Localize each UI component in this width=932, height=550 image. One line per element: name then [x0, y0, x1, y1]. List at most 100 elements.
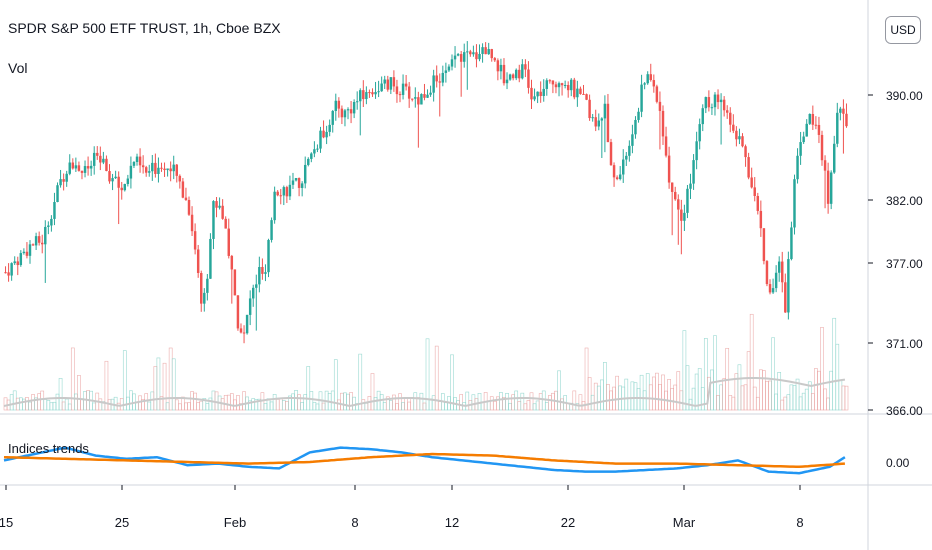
candle-body	[303, 164, 307, 184]
volume-bar	[532, 403, 537, 411]
candle-body	[820, 134, 824, 161]
time-axis-tick: 25	[115, 515, 129, 530]
volume-bar	[162, 362, 167, 411]
candle-body	[206, 278, 209, 293]
candle-body	[508, 74, 512, 80]
volume-bar	[557, 370, 561, 411]
candle-body	[386, 79, 390, 90]
candle-body	[374, 92, 377, 95]
volume-bar	[780, 399, 785, 411]
candle-body	[487, 49, 490, 55]
time-axis-tick: 22	[561, 515, 575, 530]
candle-body	[105, 158, 108, 172]
volume-bar	[584, 347, 589, 411]
candle-body	[829, 172, 833, 204]
volume-bar	[333, 359, 338, 411]
candle-body	[22, 251, 26, 254]
candle-body	[435, 75, 438, 82]
candle-body	[814, 124, 818, 126]
volume-bar	[541, 390, 546, 411]
candle-body	[450, 59, 454, 67]
volume-bar	[122, 350, 127, 411]
candle-body	[542, 88, 545, 97]
candle-body	[31, 244, 35, 246]
volume-bar	[104, 360, 109, 411]
candle-body	[670, 182, 674, 192]
candle-body	[533, 96, 536, 100]
candle-body	[420, 94, 423, 105]
candle-body	[47, 225, 50, 227]
candle-body	[582, 93, 585, 95]
candle-body	[570, 79, 573, 91]
candle-body	[579, 88, 582, 94]
volume-bar	[425, 338, 430, 411]
candle-body	[86, 166, 90, 169]
candle-body	[316, 148, 319, 150]
volume-bar	[572, 390, 577, 411]
candle-body	[288, 184, 292, 197]
candle-body	[833, 143, 836, 173]
volume-bar	[410, 397, 415, 411]
volume-bar	[505, 392, 509, 411]
candle-body	[753, 187, 756, 196]
candle-body	[680, 209, 683, 221]
candle-body	[190, 214, 194, 232]
candle-body	[563, 84, 567, 86]
candle-body	[138, 156, 142, 166]
volume-bar	[150, 391, 155, 411]
candle-body	[622, 159, 625, 175]
volume-bar	[655, 372, 659, 411]
volume-bar	[489, 396, 494, 411]
candle-body	[548, 80, 552, 82]
volume-bar	[165, 402, 170, 411]
volume-bar	[398, 393, 402, 411]
volume-bar	[596, 385, 601, 411]
volume-bar	[58, 378, 63, 411]
volume-bar	[52, 401, 57, 411]
candle-body	[557, 83, 561, 88]
price-axis-tick: 371.00	[886, 337, 923, 351]
volume-bar	[178, 403, 182, 411]
volume-bar	[759, 369, 763, 411]
candle-body	[493, 58, 497, 61]
candle-body	[291, 180, 295, 185]
candle-body	[89, 165, 93, 169]
volume-bar	[514, 390, 519, 411]
volume-bar	[43, 399, 48, 411]
volume-bar	[49, 402, 54, 411]
candle-body	[270, 220, 273, 240]
volume-bar	[651, 376, 656, 411]
candle-body	[169, 168, 172, 172]
volume-bar	[9, 394, 14, 411]
volume-bar	[401, 402, 405, 411]
volume-bar	[269, 401, 274, 411]
volume-bar	[3, 397, 8, 411]
indicator-axis-tick: 0.00	[886, 456, 910, 470]
candle-body	[836, 112, 839, 144]
volume-bar	[716, 395, 720, 411]
candle-body	[343, 110, 347, 118]
volume-bar	[508, 402, 512, 411]
volume-bar	[697, 368, 702, 411]
candle-body	[322, 130, 325, 138]
candle-body	[267, 239, 270, 273]
time-axis-tick: 15	[0, 515, 13, 530]
candle-body	[230, 255, 234, 270]
currency-button[interactable]: USD	[885, 16, 921, 44]
volume-bar	[156, 357, 161, 411]
candle-body	[227, 228, 230, 256]
candle-body	[7, 272, 10, 276]
volume-bar	[722, 378, 726, 411]
candle-body	[215, 201, 218, 208]
candle-body	[588, 99, 591, 119]
candle-body	[545, 80, 549, 89]
candle-body	[83, 166, 87, 173]
candle-body	[25, 251, 29, 256]
candle-body	[423, 94, 426, 98]
volume-bar	[526, 400, 531, 411]
volume-bar	[25, 397, 29, 411]
volume-bar	[560, 398, 564, 411]
volume-bar	[337, 399, 341, 411]
candle-body	[839, 108, 842, 113]
candle-body	[4, 272, 7, 274]
